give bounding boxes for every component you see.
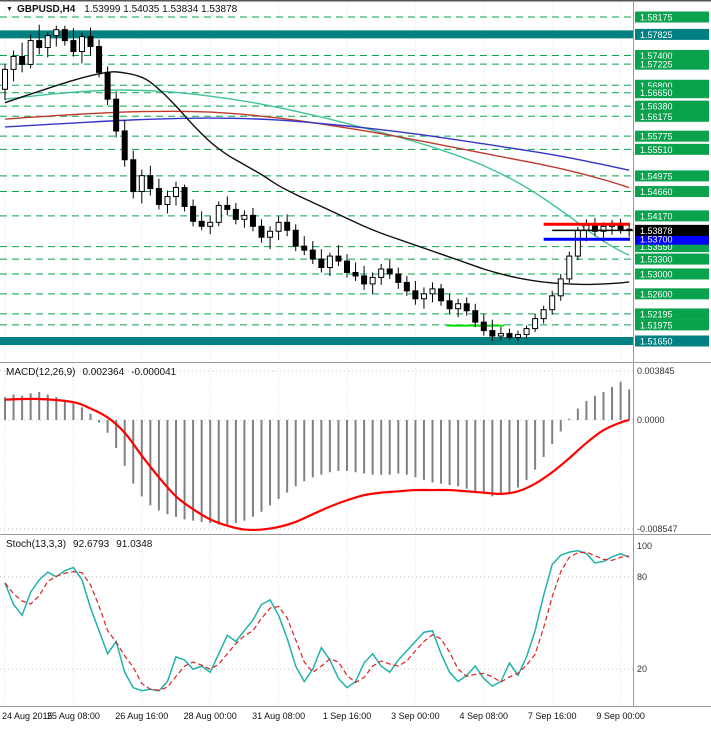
stochastic-panel: 100 80 20 (0, 541, 652, 692)
svg-text:1.53000: 1.53000 (640, 269, 673, 279)
time-axis-label: 25 Aug 08:00 (47, 711, 100, 721)
svg-text:1.51650: 1.51650 (640, 336, 673, 346)
bid-price-tag[interactable]: 1.53878 (635, 224, 709, 236)
svg-text:1.57400: 1.57400 (640, 51, 673, 61)
symbol-timeframe-label: GBPUSD,H4 (16, 4, 76, 15)
macd-signal-value: -0.000041 (131, 367, 177, 378)
support-price-tag[interactable]: 1.53700 (635, 233, 709, 245)
time-axis-label: 3 Sep 00:00 (391, 711, 440, 721)
candles (2, 24, 633, 341)
stoch-signal-value: 91.0348 (116, 539, 153, 550)
macd-name: MACD(12,26,9) (6, 367, 76, 378)
ma-black (4, 71, 630, 286)
stoch-axis-label: 20 (637, 664, 647, 674)
level-price-tag[interactable]: 1.55510 (635, 143, 709, 155)
level-price-tag[interactable]: 1.54170 (635, 210, 709, 222)
svg-text:1.56650: 1.56650 (640, 88, 673, 98)
level-price-tag[interactable]: 1.53550 (635, 241, 709, 253)
time-axis-label: 24 Aug 2015 (2, 711, 53, 721)
level-price-tag[interactable]: 1.52600 (635, 288, 709, 300)
level-price-tag[interactable]: 1.54660 (635, 186, 709, 198)
svg-text:1.53300: 1.53300 (640, 255, 673, 265)
svg-text:1.53550: 1.53550 (640, 242, 673, 252)
svg-text:1.56380: 1.56380 (640, 102, 673, 112)
time-axis-label: 31 Aug 08:00 (252, 711, 305, 721)
macd-indicator-label: MACD(12,26,9) 0.002364 -0.000041 (6, 367, 176, 378)
svg-text:1.51975: 1.51975 (640, 320, 673, 330)
macd-axis-label: 0.0000 (637, 415, 665, 425)
level-price-tag[interactable]: 1.56800 (635, 79, 709, 91)
stoch-axis-label: 80 (637, 572, 647, 582)
macd-signal-line (4, 397, 630, 532)
macd-panel: 0.003845 0.0000 -0.008547 (0, 366, 678, 534)
svg-text:1.58175: 1.58175 (640, 13, 673, 23)
svg-text:1.57825: 1.57825 (640, 30, 673, 40)
ohlc-values: 1.53999 1.54035 1.53834 1.53878 (84, 4, 238, 15)
svg-text:1.57225: 1.57225 (640, 60, 673, 70)
svg-text:1.56175: 1.56175 (640, 112, 673, 122)
level-price-tag[interactable]: 1.52195 (635, 308, 709, 320)
support-resistance-levels[interactable] (0, 16, 633, 326)
zone-price-tag[interactable]: 1.51650 (635, 335, 709, 347)
time-axis-label: 26 Aug 16:00 (115, 711, 168, 721)
stoch-k-line (4, 549, 630, 692)
level-price-tag[interactable]: 1.53300 (635, 253, 709, 265)
svg-text:1.52195: 1.52195 (640, 309, 673, 319)
level-price-tag[interactable]: 1.55775 (635, 130, 709, 142)
stoch-value: 92.6793 (73, 539, 110, 550)
svg-text:1.55775: 1.55775 (640, 132, 673, 142)
level-price-tag[interactable]: 1.56380 (635, 100, 709, 112)
ma-red (4, 110, 630, 189)
stoch-axis-label: 100 (637, 541, 652, 551)
svg-text:1.53700: 1.53700 (640, 235, 673, 245)
svg-text:1.54170: 1.54170 (640, 211, 673, 221)
time-axis-label: 7 Sep 16:00 (528, 711, 577, 721)
stoch-name: Stoch(13,3,3) (6, 539, 67, 550)
level-price-tag[interactable]: 1.57400 (635, 49, 709, 61)
level-price-tag[interactable]: 1.54975 (635, 170, 709, 182)
macd-value: 0.002364 (82, 367, 125, 378)
svg-text:1.56800: 1.56800 (640, 81, 673, 91)
stoch-d-line (4, 551, 630, 691)
level-price-tag[interactable]: 1.56175 (635, 110, 709, 122)
time-axis-label: 9 Sep 00:00 (596, 711, 645, 721)
symbol-dropdown-icon[interactable]: ▼ (6, 6, 13, 13)
chart-header: ▼ GBPUSD,H4 1.53999 1.54035 1.53834 1.5387… (6, 4, 237, 15)
window-top-border (0, 0, 711, 2)
svg-text:1.54660: 1.54660 (640, 187, 673, 197)
svg-text:1.53878: 1.53878 (640, 226, 673, 236)
ma-blue (4, 117, 630, 171)
time-axis-label: 1 Sep 16:00 (323, 711, 372, 721)
teal-zone-lines[interactable] (0, 30, 633, 345)
stoch-indicator-label: Stoch(13,3,3) 92.6793 91.0348 (6, 539, 152, 550)
zone-price-tag[interactable]: 1.57825 (635, 28, 709, 40)
time-axis-label: 4 Sep 08:00 (460, 711, 509, 721)
macd-axis-label: -0.008547 (637, 524, 678, 534)
svg-text:1.54975: 1.54975 (640, 171, 673, 181)
level-price-tag[interactable]: 1.53000 (635, 268, 709, 280)
level-price-tag[interactable]: 1.57225 (635, 58, 709, 70)
level-price-tag[interactable]: 1.51975 (635, 319, 709, 331)
svg-text:1.52600: 1.52600 (640, 289, 673, 299)
time-axis-label: 28 Aug 00:00 (184, 711, 237, 721)
macd-axis-label: 0.003845 (637, 366, 675, 376)
level-price-tag[interactable]: 1.56650 (635, 87, 709, 99)
svg-text:1.55510: 1.55510 (640, 145, 673, 155)
level-price-tag[interactable]: 1.58175 (635, 11, 709, 23)
